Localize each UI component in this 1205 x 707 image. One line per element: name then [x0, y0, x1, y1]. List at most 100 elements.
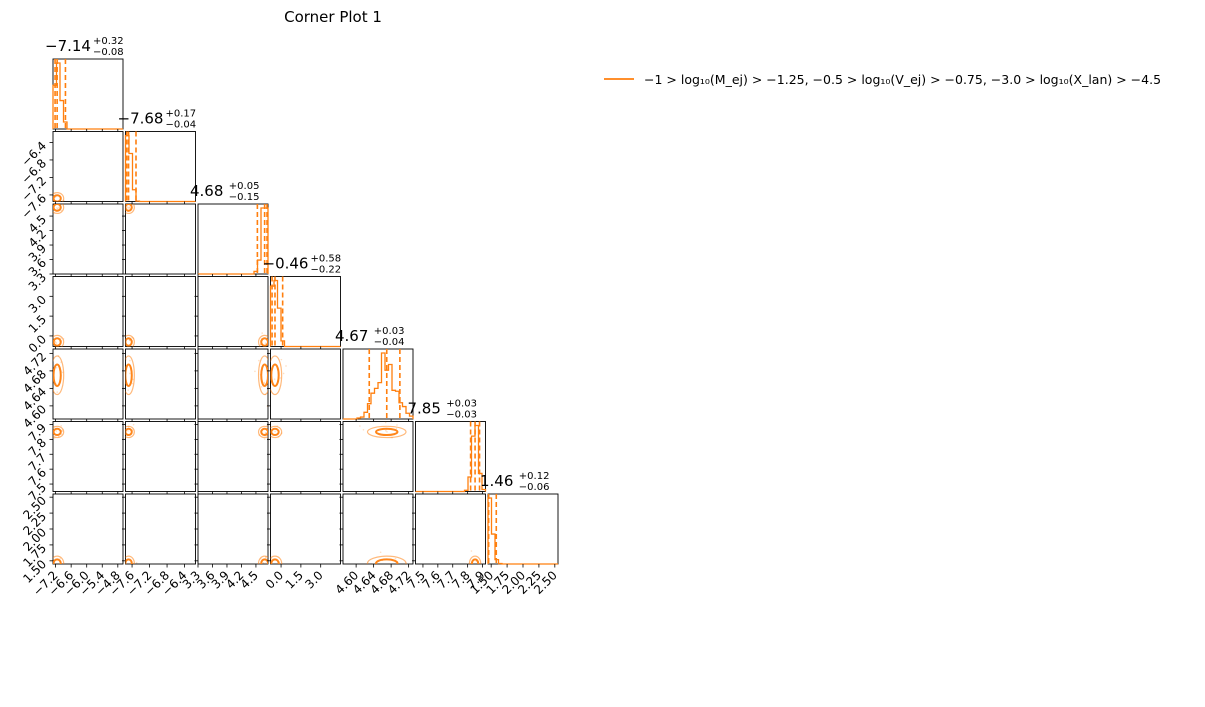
- sample-point: [266, 424, 268, 427]
- contour-panel-0-5: 7.57.67.77.87.9: [26, 421, 124, 504]
- sample-point: [131, 340, 133, 343]
- sample-point: [282, 372, 285, 375]
- contour-level: [375, 558, 399, 564]
- contour-level: [125, 363, 133, 387]
- contour-panel-2-5: [194, 421, 269, 495]
- panel-frame: [125, 203, 196, 275]
- contour-level: [53, 555, 65, 564]
- sample-point: [55, 210, 58, 213]
- sample-point: [60, 345, 62, 347]
- sample-point: [131, 346, 133, 347]
- contour-panel-5-6: 7.57.67.77.87.9: [405, 493, 488, 592]
- sample-point: [265, 433, 268, 436]
- sample-point: [262, 561, 265, 564]
- panel-frame: [52, 276, 124, 347]
- sample-point: [58, 200, 61, 202]
- sample-point: [263, 344, 266, 347]
- contour-level: [260, 337, 268, 347]
- sample-point: [127, 425, 130, 428]
- x-tick-label: 1.5: [283, 568, 306, 591]
- param-title-plus-3: +0.58: [311, 254, 342, 265]
- contour-panel-2-4: [194, 348, 269, 423]
- sample-point: [472, 559, 474, 562]
- sample-point: [264, 342, 267, 344]
- param-title-plus-4: +0.03: [374, 326, 405, 337]
- sample-point: [125, 361, 126, 363]
- sample-point: [55, 195, 57, 198]
- sample-point: [57, 200, 60, 202]
- sample-point: [270, 431, 271, 433]
- contour-panel-1-4: [122, 348, 196, 423]
- sample-point: [270, 557, 273, 560]
- sample-point: [260, 338, 263, 340]
- sample-point: [372, 563, 374, 564]
- y-tick-label: 1.5: [26, 312, 49, 335]
- sample-point: [55, 199, 57, 202]
- sample-point: [280, 432, 283, 435]
- sample-point: [274, 559, 276, 561]
- hist-panel-2: 4.68 +0.05−0.15: [190, 181, 269, 278]
- sample-point: [56, 207, 59, 210]
- hist-panel-1: −7.68 +0.17−0.04: [118, 109, 197, 205]
- panel-frame: [52, 493, 124, 565]
- sample-point: [395, 432, 398, 435]
- contour-level: [125, 555, 135, 564]
- sample-point: [135, 561, 138, 564]
- panel-frame: [342, 421, 414, 492]
- sample-point: [131, 336, 133, 339]
- sample-point: [60, 433, 63, 436]
- sample-point: [466, 563, 469, 564]
- sample-point: [268, 564, 270, 566]
- sample-point: [386, 431, 388, 433]
- sample-point: [61, 371, 64, 374]
- contour-level: [53, 337, 62, 347]
- sample-point: [261, 558, 264, 561]
- panel-frame: [125, 276, 196, 347]
- sample-point: [124, 564, 126, 566]
- param-title-plus-0: +0.32: [93, 36, 124, 47]
- contour-level: [53, 334, 65, 347]
- contour-panel-0-1: −7.6−7.2−6.8−6.4: [19, 131, 124, 222]
- contour-group: [53, 425, 65, 439]
- sample-point: [367, 565, 369, 567]
- sample-point: [48, 198, 50, 200]
- contour-panel-1-3: [122, 276, 196, 350]
- contour-level: [257, 425, 268, 439]
- contour-level: [53, 204, 62, 212]
- contour-level: [257, 355, 268, 396]
- sample-point: [56, 391, 59, 393]
- sample-point: [126, 433, 129, 435]
- x-tick-label: 3.0: [302, 568, 325, 591]
- contour-level: [53, 192, 65, 202]
- sample-point: [55, 430, 58, 432]
- panel-frame: [125, 493, 196, 565]
- contour-group: [257, 332, 268, 347]
- contour-panel-3-5: [267, 421, 341, 495]
- sample-point: [57, 568, 59, 570]
- hist-panel-5: 7.85 +0.03−0.03: [408, 399, 487, 495]
- param-title-minus-6: −0.06: [519, 482, 550, 493]
- param-title-plus-5: +0.03: [446, 399, 477, 410]
- sample-point: [396, 560, 399, 563]
- legend: −1 > log₁₀(M_ej) > −1.25, −0.5 > log₁₀(V…: [604, 72, 1161, 87]
- panel-frame: [52, 131, 124, 202]
- contour-level: [125, 337, 133, 347]
- sample-point: [271, 383, 274, 385]
- param-title-plus-1: +0.17: [166, 109, 197, 120]
- sample-point: [475, 560, 478, 563]
- contour-group: [124, 555, 138, 566]
- contour-panel-3-4: [267, 348, 341, 423]
- sample-point: [264, 434, 266, 436]
- sample-point: [259, 373, 262, 376]
- sample-point: [285, 365, 287, 367]
- histogram-line: [343, 352, 414, 420]
- contour-level: [125, 355, 135, 396]
- sample-point: [62, 428, 64, 431]
- x-tick-label: 0.0: [263, 568, 286, 591]
- sample-point: [132, 378, 134, 381]
- sample-point: [470, 562, 472, 564]
- contour-level: [53, 355, 65, 396]
- sample-point: [366, 565, 368, 567]
- sample-point: [270, 376, 272, 379]
- sample-point: [359, 425, 361, 427]
